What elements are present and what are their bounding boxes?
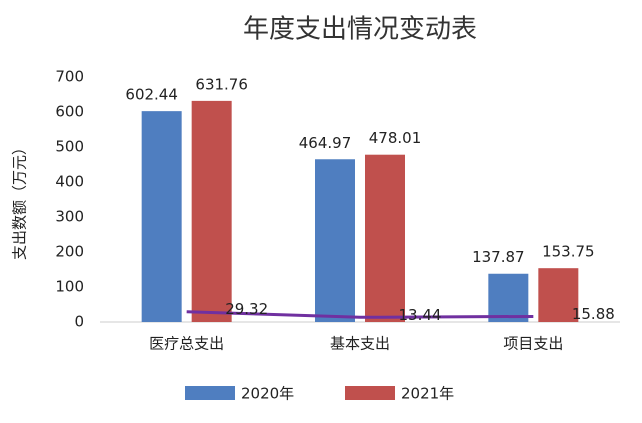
y-tick-label: 500: [55, 138, 84, 156]
legend-swatch: [185, 386, 235, 400]
y-tick-label: 600: [55, 103, 84, 121]
bar: [365, 154, 405, 322]
bar: [315, 159, 355, 322]
bar: [488, 273, 529, 322]
data-label: 631.76: [195, 75, 248, 93]
bar: [191, 100, 232, 322]
y-tick-label: 300: [55, 208, 84, 226]
legend-label: 2020年: [241, 385, 294, 403]
data-label: 15.88: [572, 305, 615, 323]
x-tick-label: 医疗总支出: [149, 335, 224, 353]
y-tick-label: 200: [55, 243, 84, 261]
y-tick-label: 100: [55, 278, 84, 296]
data-label: 602.44: [125, 86, 178, 104]
y-axis-label: 支出数额（万元）: [11, 140, 29, 260]
bar: [538, 268, 579, 322]
x-tick-label: 基本支出: [330, 335, 390, 353]
data-label: 464.97: [299, 134, 352, 152]
data-label: 478.01: [369, 129, 422, 147]
y-tick-label: 700: [55, 68, 84, 86]
x-tick-label: 项目支出: [503, 335, 563, 353]
bar: [141, 111, 182, 322]
legend-swatch: [345, 386, 395, 400]
chart-title: 年度支出情况变动表: [243, 15, 477, 45]
legend-label: 2021年: [401, 385, 454, 403]
y-tick-label: 0: [74, 313, 84, 331]
data-label: 29.32: [225, 300, 268, 318]
line: [186, 310, 534, 319]
data-label: 13.44: [399, 306, 442, 324]
y-tick-label: 400: [55, 173, 84, 191]
data-label: 137.87: [472, 248, 525, 266]
data-label: 153.75: [542, 243, 595, 261]
